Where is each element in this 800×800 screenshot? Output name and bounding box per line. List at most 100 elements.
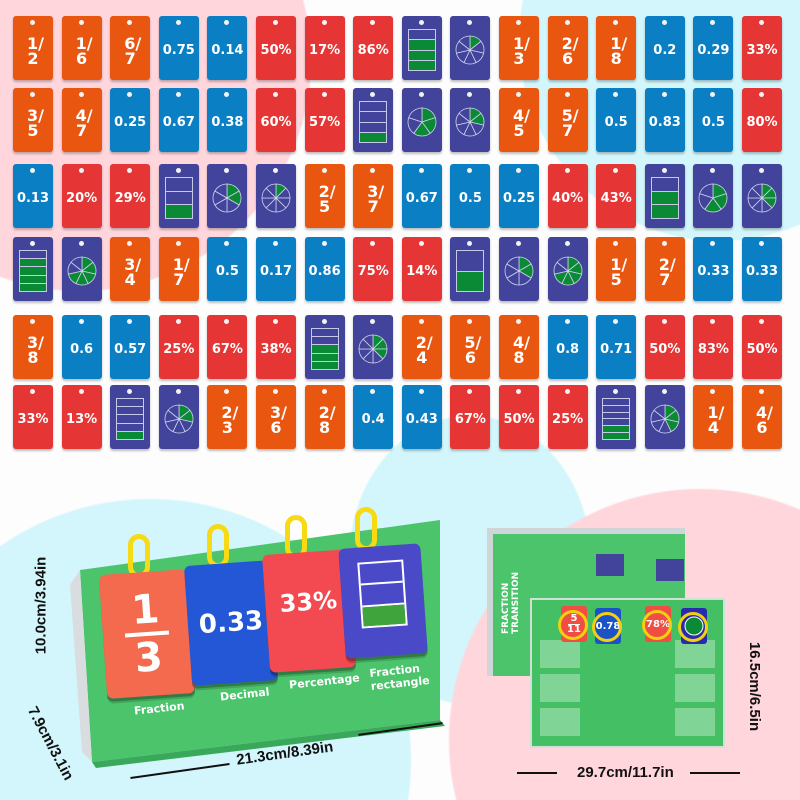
decimal-card[interactable]: 0.14 [207, 16, 248, 80]
decimal-card[interactable]: 0.75 [158, 16, 199, 80]
fraction-rectangle-card[interactable] [13, 237, 53, 301]
fraction-circle-card[interactable] [742, 164, 782, 228]
fraction-card[interactable]: 1/4 [693, 385, 734, 449]
fraction-card[interactable]: 4/6 [742, 385, 782, 449]
stand-rectangle-card[interactable] [338, 543, 428, 659]
fraction-card[interactable]: 3/8 [13, 315, 53, 379]
decimal-card[interactable]: 0.43 [401, 385, 442, 449]
percentage-card[interactable]: 75% [353, 237, 394, 301]
fraction-rectangle-card[interactable] [158, 164, 199, 228]
decimal-card[interactable]: 0.57 [110, 315, 151, 379]
fraction-card[interactable]: 1/3 [499, 16, 539, 80]
percentage-card[interactable]: 20% [61, 164, 102, 228]
percentage-card[interactable]: 80% [742, 88, 782, 152]
fraction-rectangle-card[interactable] [644, 164, 685, 228]
decimal-card[interactable]: 0.2 [644, 16, 685, 80]
fraction-card[interactable]: 4/7 [61, 88, 102, 152]
fraction-rectangle-card[interactable] [110, 385, 151, 449]
sheet-title: FRACTION TRANSITION [501, 571, 521, 634]
fraction-card[interactable]: 3/6 [256, 385, 296, 449]
fraction-circle-card[interactable] [61, 237, 102, 301]
fraction-circle-card[interactable] [450, 88, 491, 152]
decimal-card[interactable]: 0.5 [596, 88, 637, 152]
percentage-card[interactable]: 67% [450, 385, 491, 449]
fraction-card[interactable]: 4/5 [499, 88, 539, 152]
decimal-card[interactable]: 0.13 [13, 164, 53, 228]
fraction-card[interactable]: 6/7 [110, 16, 151, 80]
fraction-card[interactable]: 2/7 [644, 237, 685, 301]
percentage-card[interactable]: 83% [693, 315, 734, 379]
percentage-card[interactable]: 29% [110, 164, 151, 228]
fraction-card[interactable]: 2/3 [207, 385, 248, 449]
decimal-card[interactable]: 0.29 [693, 16, 734, 80]
fraction-rectangle-card[interactable] [450, 237, 491, 301]
percentage-card[interactable]: 57% [304, 88, 345, 152]
decimal-card[interactable]: 0.71 [596, 315, 637, 379]
fraction-circle-card[interactable] [401, 88, 442, 152]
fraction-card[interactable]: 1/2 [13, 16, 53, 80]
card-value: 60% [260, 114, 292, 130]
fraction-circle-card[interactable] [353, 315, 394, 379]
fraction-card[interactable]: 2/8 [304, 385, 345, 449]
decimal-card[interactable]: 0.25 [499, 164, 539, 228]
fraction-card[interactable]: 4/8 [499, 315, 539, 379]
decimal-card[interactable]: 0.8 [547, 315, 588, 379]
percentage-card[interactable]: 17% [304, 16, 345, 80]
decimal-card[interactable]: 0.67 [158, 88, 199, 152]
fraction-card[interactable]: 5/7 [547, 88, 588, 152]
percentage-card[interactable]: 40% [547, 164, 588, 228]
fraction-card[interactable]: 2/6 [547, 16, 588, 80]
percentage-card[interactable]: 25% [547, 385, 588, 449]
fraction-circle-card[interactable] [693, 164, 734, 228]
fraction-card[interactable]: 5/6 [450, 315, 491, 379]
fraction-rectangle-card[interactable] [304, 315, 345, 379]
decimal-card[interactable]: 0.4 [353, 385, 394, 449]
decimal-card[interactable]: 0.83 [644, 88, 685, 152]
decimal-card[interactable]: 0.33 [693, 237, 734, 301]
decimal-card[interactable]: 0.86 [304, 237, 345, 301]
fraction-circle-card[interactable] [207, 164, 248, 228]
decimal-card[interactable]: 0.38 [207, 88, 248, 152]
decimal-card[interactable]: 0.17 [256, 237, 296, 301]
percentage-card[interactable]: 33% [742, 16, 782, 80]
fraction-circle-card[interactable] [158, 385, 199, 449]
decimal-card[interactable]: 0.5 [693, 88, 734, 152]
decimal-card[interactable]: 0.25 [110, 88, 151, 152]
fraction-card[interactable]: 2/4 [401, 315, 442, 379]
fraction-rectangle-card[interactable] [401, 16, 442, 80]
fraction-card[interactable]: 3/7 [353, 164, 394, 228]
fraction-card[interactable]: 1/8 [596, 16, 637, 80]
fraction-circle-card[interactable] [499, 237, 539, 301]
percentage-card[interactable]: 50% [499, 385, 539, 449]
decimal-card[interactable]: 0.5 [207, 237, 248, 301]
percentage-card[interactable]: 43% [596, 164, 637, 228]
fraction-circle-card[interactable] [256, 164, 296, 228]
fraction-circle-card[interactable] [644, 385, 685, 449]
decimal-card[interactable]: 0.6 [61, 315, 102, 379]
percentage-card[interactable]: 67% [207, 315, 248, 379]
fraction-card[interactable]: 1/6 [61, 16, 102, 80]
percentage-card[interactable]: 50% [742, 315, 782, 379]
percentage-card[interactable]: 38% [256, 315, 296, 379]
percentage-card[interactable]: 50% [256, 16, 296, 80]
fraction-rectangle-card[interactable] [353, 88, 394, 152]
fraction-card[interactable]: 1/5 [596, 237, 637, 301]
fraction-card[interactable]: 3/4 [110, 237, 151, 301]
percentage-card[interactable]: 86% [353, 16, 394, 80]
percentage-card[interactable]: 33% [13, 385, 53, 449]
fraction-card[interactable]: 1/7 [158, 237, 199, 301]
percentage-card[interactable]: 14% [401, 237, 442, 301]
decimal-card[interactable]: 0.5 [450, 164, 491, 228]
stand-fraction-card[interactable]: 1 3 [98, 569, 196, 699]
decimal-card[interactable]: 0.33 [742, 237, 782, 301]
fraction-circle-card[interactable] [547, 237, 588, 301]
decimal-card[interactable]: 0.67 [401, 164, 442, 228]
fraction-rectangle-card[interactable] [596, 385, 637, 449]
percentage-card[interactable]: 60% [256, 88, 296, 152]
fraction-card[interactable]: 2/5 [304, 164, 345, 228]
fraction-card[interactable]: 3/5 [13, 88, 53, 152]
percentage-card[interactable]: 50% [644, 315, 685, 379]
percentage-card[interactable]: 25% [158, 315, 199, 379]
percentage-card[interactable]: 13% [61, 385, 102, 449]
fraction-circle-card[interactable] [450, 16, 491, 80]
